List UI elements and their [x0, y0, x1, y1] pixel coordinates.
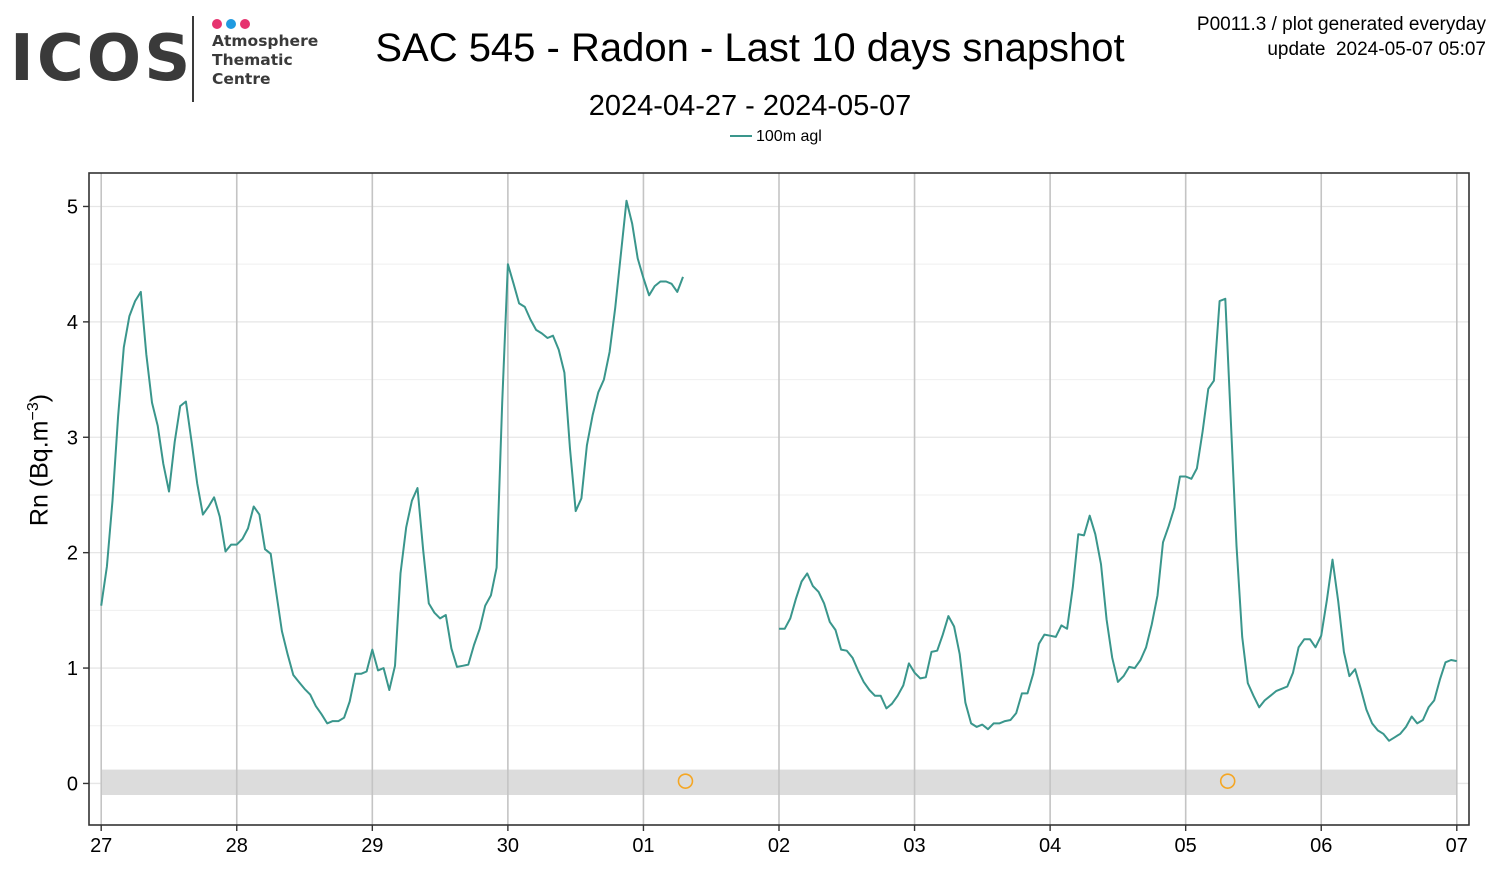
x-tick-label: 28 — [226, 835, 248, 857]
y-tick-label: 3 — [67, 427, 78, 449]
y-tick-label: 5 — [67, 196, 78, 218]
x-tick-label: 04 — [1039, 835, 1061, 857]
logo-subtitle: Atmosphere Thematic Centre — [212, 32, 318, 89]
legend-swatch — [730, 134, 752, 137]
logo-dot-1 — [212, 19, 222, 29]
x-tick-label: 29 — [361, 835, 383, 857]
chart-subtitle: 2024-04-27 - 2024-05-07 — [588, 90, 912, 122]
series-line-segment-1 — [100, 199, 684, 725]
logo-divider — [192, 16, 194, 102]
chart-title: SAC 545 - Radon - Last 10 days snapshot — [375, 26, 1125, 70]
logo-line-2: Thematic — [212, 51, 293, 69]
y-tick-label: 2 — [67, 543, 78, 565]
flag-point — [1219, 773, 1236, 789]
flag-point — [677, 773, 694, 789]
logo-line-1: Atmosphere — [212, 32, 319, 50]
logo-dot-2 — [226, 19, 236, 29]
chart-legend: 100m agl — [730, 126, 822, 148]
x-tick-label: 03 — [903, 835, 925, 857]
x-tick-label: 02 — [768, 835, 790, 857]
x-tick-label: 01 — [632, 835, 654, 857]
meta-update: update 2024-05-07 05:07 — [1267, 39, 1486, 60]
legend-label: 100m agl — [756, 128, 822, 145]
meta-generated: P0011.3 / plot generated everyday — [1196, 14, 1486, 35]
x-tick-label: 30 — [497, 835, 519, 857]
icos-logo: ICOS Atmosphere Thematic Centre — [10, 14, 330, 106]
plot-meta: P0011.3 / plot generated everyday update… — [1197, 12, 1486, 62]
y-tick-label: 1 — [67, 658, 78, 680]
series-line-segment-2 — [779, 297, 1457, 742]
logo-dot-3 — [240, 19, 250, 29]
logo-dots-icon — [212, 16, 254, 29]
x-tick-label: 05 — [1175, 835, 1197, 857]
x-tick-label: 27 — [90, 835, 112, 857]
x-tick-label: 06 — [1310, 835, 1332, 857]
x-tick-label: 07 — [1446, 835, 1468, 857]
y-tick-label: 0 — [67, 773, 78, 795]
logo-line-3: Centre — [212, 70, 271, 88]
y-tick-label: 4 — [67, 312, 78, 334]
logo-wordmark: ICOS — [10, 22, 194, 96]
